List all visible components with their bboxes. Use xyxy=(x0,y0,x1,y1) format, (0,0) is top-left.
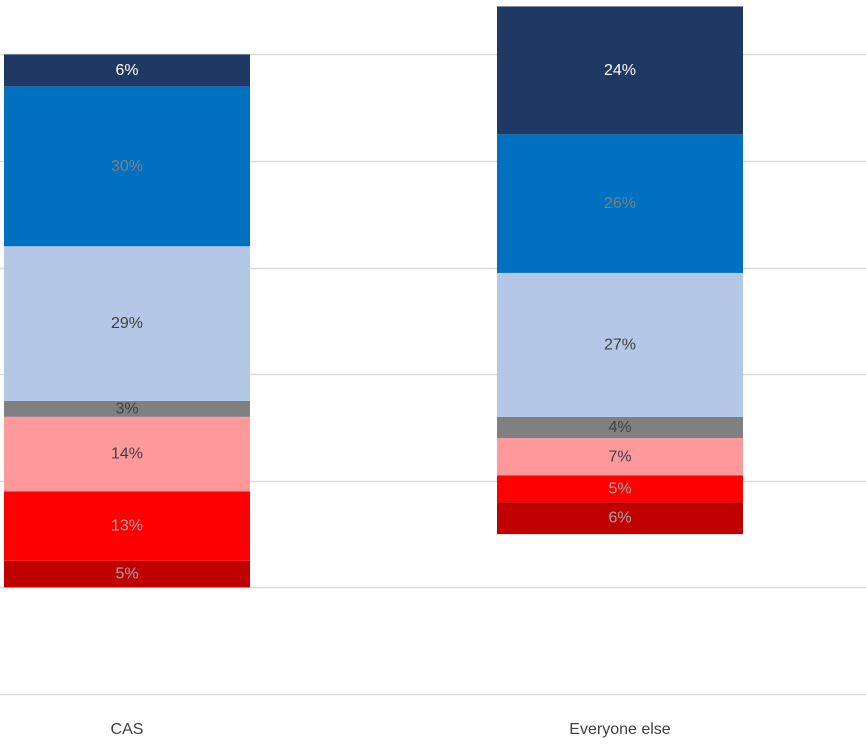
bar-segment-2-3 xyxy=(497,438,743,476)
data-label-1-7: 6% xyxy=(115,62,138,79)
data-label-2-6: 26% xyxy=(604,195,636,212)
data-label-1-1: 5% xyxy=(115,566,138,583)
bar-segment-1-5 xyxy=(4,246,250,401)
data-label-1-3: 14% xyxy=(111,446,143,463)
bar-segment-1-1 xyxy=(4,560,250,588)
bar-segment-2-7 xyxy=(497,6,743,135)
bar-segment-1-4 xyxy=(4,400,250,417)
segment-labels: 5% 13% 14% 3% 29% 30% 6% 6% 5% 7% 4% 27% 26% 24% xyxy=(111,62,636,583)
category-label-2: Everyone else xyxy=(569,721,670,738)
data-label-2-2: 5% xyxy=(608,480,631,497)
category-label-1: CAS xyxy=(111,721,144,738)
bar-segment-1-2 xyxy=(4,491,250,561)
bar-segment-1-7 xyxy=(4,54,250,87)
bar-segment-1-6 xyxy=(4,86,250,247)
data-label-1-4: 3% xyxy=(115,400,138,417)
data-label-2-4: 4% xyxy=(608,419,631,436)
bar-segment-2-1 xyxy=(497,502,743,535)
bar-segment-1-3 xyxy=(4,416,250,492)
data-label-2-7: 24% xyxy=(604,62,636,79)
category-labels: CAS Everyone else xyxy=(111,721,671,738)
data-label-1-2: 13% xyxy=(111,518,143,535)
data-label-2-3: 7% xyxy=(608,448,631,465)
bar-segment-2-4 xyxy=(497,416,743,439)
data-label-1-6: 30% xyxy=(111,158,143,175)
bar-segment-2-5 xyxy=(497,272,743,417)
data-label-2-5: 27% xyxy=(604,336,636,353)
bar-segment-2-2 xyxy=(497,475,743,503)
bar-segment-2-6 xyxy=(497,134,743,273)
data-label-2-1: 6% xyxy=(608,510,631,527)
bars xyxy=(4,6,743,588)
data-label-1-5: 29% xyxy=(111,315,143,332)
